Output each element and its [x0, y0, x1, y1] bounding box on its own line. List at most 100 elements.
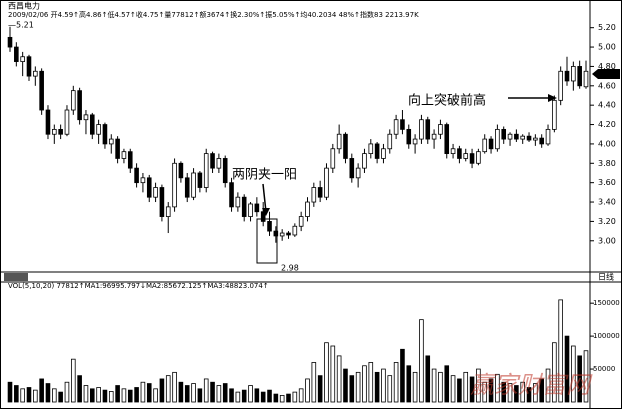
- volume-bar: [374, 371, 380, 403]
- candle-body: [533, 137, 538, 141]
- volume-bar: [450, 375, 456, 403]
- y-tick-label: 3.00: [598, 236, 616, 245]
- candle-body: [153, 187, 158, 198]
- max-label: —5.21: [8, 21, 34, 30]
- volume-bar: [178, 381, 184, 403]
- candle-body: [20, 56, 25, 62]
- y-tick-label: 3.40: [598, 198, 616, 207]
- volume-bar: [20, 388, 25, 403]
- volume-bar: [52, 388, 57, 403]
- volume-bar: [172, 371, 177, 403]
- candle-body: [343, 133, 348, 159]
- volume-bar: [526, 387, 532, 403]
- volume-bar: [387, 375, 393, 403]
- candle-body: [108, 138, 114, 145]
- volume-bar: [235, 391, 241, 403]
- annotation: 两阴夹一阳: [232, 168, 297, 183]
- volume-bar: [444, 365, 450, 403]
- y-tick-label: 4.00: [598, 139, 616, 148]
- candle-body: [387, 133, 393, 150]
- candle-body: [273, 230, 279, 237]
- candle-body: [482, 138, 488, 153]
- candle-body: [400, 119, 405, 130]
- candle-body: [571, 66, 576, 82]
- volume-bar: [292, 391, 298, 403]
- candle-body: [526, 135, 532, 141]
- watermark: 赢家财富网: [470, 371, 593, 399]
- candle-body: [330, 148, 336, 169]
- y-tick-label: 4.80: [598, 62, 616, 71]
- candle-body: [311, 187, 317, 203]
- tab: [4, 273, 28, 281]
- candle-body: [324, 167, 329, 198]
- chart-title: 西昌电力: [8, 1, 40, 11]
- candle-body: [70, 90, 76, 111]
- candle-body: [140, 177, 146, 184]
- candle-body: [52, 128, 57, 135]
- y-tick-label: 50000: [593, 365, 615, 373]
- candle-body: [267, 221, 272, 232]
- candle-body: [248, 203, 253, 217]
- volume-bar: [197, 388, 203, 403]
- arrowhead: [548, 94, 557, 102]
- candle-body: [216, 158, 222, 169]
- candle-body: [425, 119, 431, 140]
- volume-bar: [571, 345, 576, 403]
- volume-bar: [406, 365, 412, 403]
- candle-body: [159, 187, 165, 217]
- volume-bar: [495, 373, 500, 403]
- volume-bar: [102, 389, 108, 403]
- volume-bar: [159, 378, 165, 403]
- volume-bar: [108, 391, 114, 403]
- volume-bar: [552, 342, 557, 403]
- candle-body: [58, 128, 63, 135]
- volume-bar: [469, 376, 475, 403]
- volume-bar: [279, 395, 285, 403]
- y-tick-label: 4.40: [598, 101, 616, 110]
- candle-body: [83, 114, 89, 121]
- candle-body: [514, 133, 519, 140]
- candle-body: [210, 153, 215, 169]
- volume-bar: [45, 383, 51, 403]
- candle-body: [222, 158, 228, 184]
- info-line: 2009/02/06 开4.59↑高4.86↑低4.57↑收4.75↑量7781…: [8, 10, 419, 19]
- candle-body: [457, 148, 462, 159]
- volume-bar: [317, 375, 323, 403]
- y-tick-label: 150000: [593, 299, 620, 307]
- candle-body: [374, 143, 380, 159]
- y-tick-label: 4.60: [598, 81, 616, 90]
- candle-body: [77, 90, 82, 121]
- volume-bar: [96, 387, 101, 403]
- candle-body: [115, 138, 120, 159]
- volume-bar: [330, 345, 336, 403]
- candle-body: [165, 206, 171, 217]
- candle-body: [520, 135, 526, 140]
- candle-body: [254, 203, 260, 213]
- period-label: 日线: [598, 272, 614, 282]
- candle-body: [229, 182, 234, 208]
- volume-bar: [463, 371, 469, 403]
- candle-body: [33, 70, 38, 77]
- candle-body: [96, 124, 101, 135]
- volume-bar: [501, 381, 507, 403]
- candle-body: [203, 153, 209, 188]
- arrow: [262, 183, 267, 213]
- candle-body: [463, 153, 469, 159]
- volume-bar: [368, 362, 374, 403]
- candle-body: [172, 162, 177, 208]
- volume-bar: [343, 368, 348, 403]
- volume-bar: [70, 358, 76, 403]
- candle-body: [298, 216, 304, 227]
- candle-body: [381, 148, 386, 159]
- volume-bar: [77, 375, 82, 403]
- candle-body: [127, 151, 133, 169]
- volume-bar: [488, 378, 494, 403]
- candle-body: [45, 109, 51, 135]
- y-tick-label: 5.20: [598, 23, 616, 32]
- candle-body: [419, 119, 424, 140]
- volume-bar: [64, 381, 70, 403]
- volume-bar: [286, 393, 291, 403]
- volume-bar: [336, 355, 342, 403]
